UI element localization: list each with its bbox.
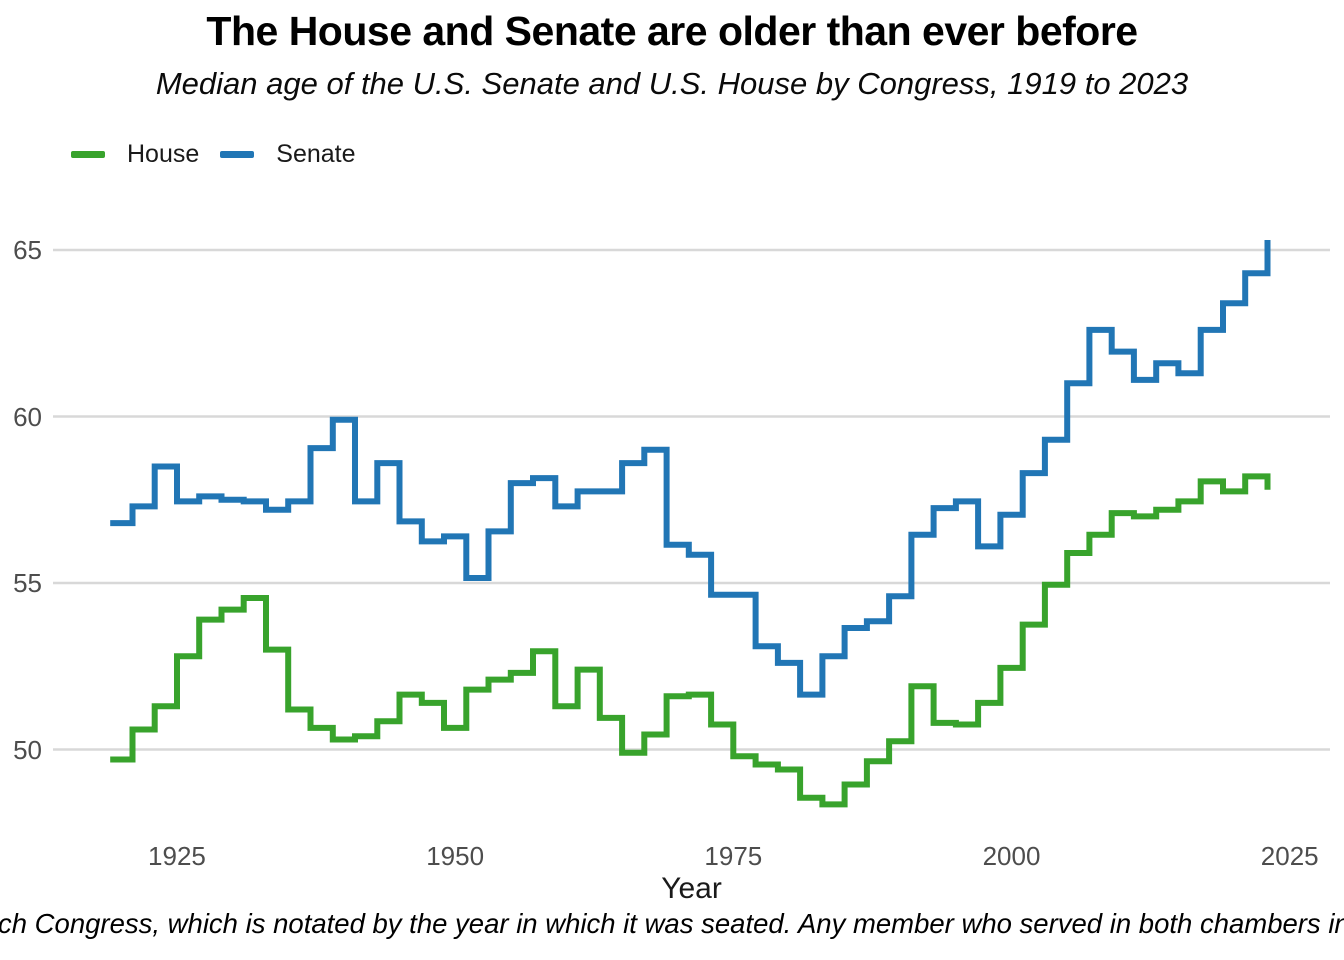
legend-label-senate: Senate (276, 140, 356, 168)
x-axis-tick-label: 2025 (1260, 841, 1319, 871)
senate-line-swatch (220, 151, 255, 158)
x-axis-title: Year (661, 872, 722, 905)
footnote-caption: ch Congress, which is notated by the yea… (0, 908, 1344, 939)
x-axis-tick-label: 1925 (148, 841, 206, 871)
x-axis-tick-label: 2000 (982, 841, 1041, 871)
chart-title: The House and Senate are older than ever… (206, 8, 1138, 54)
senate-series-line (110, 240, 1271, 698)
y-axis-tick-label: 65 (13, 235, 42, 265)
legend-label-house: House (127, 140, 200, 168)
legend-item-senate: Senate (220, 140, 356, 169)
y-axis-tick-label: 50 (13, 734, 42, 765)
y-axis-tick-label: 55 (13, 568, 42, 598)
gridlines (53, 248, 1330, 751)
y-axis-tick-label: 60 (13, 401, 42, 432)
x-axis-tick-label: 1950 (426, 841, 485, 871)
house-series-line (110, 473, 1271, 808)
x-axis-tick-label: 1975 (704, 841, 763, 871)
house-line-swatch (71, 151, 105, 158)
legend: House Senate (71, 140, 356, 169)
chart-subtitle: Median age of the U.S. Senate and U.S. H… (155, 66, 1189, 101)
legend-item-house: House (71, 140, 199, 169)
